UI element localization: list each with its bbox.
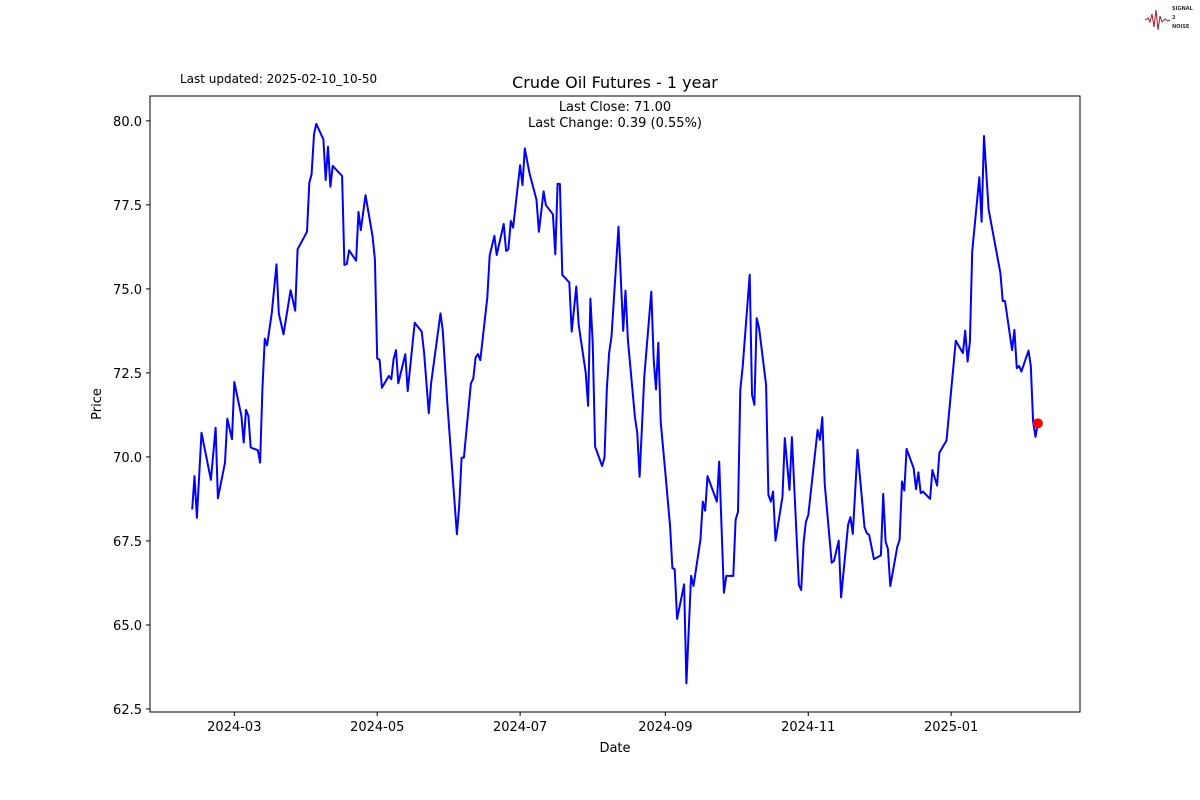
last-change-annotation: Last Change: 0.39 (0.55%) [528, 116, 702, 131]
y-tick-label: 67.5 [113, 535, 142, 550]
x-axis: 2024-03 2024-05 2024-07 2024-09 2024-11 2025-… [207, 712, 978, 735]
last-close-marker [1032, 418, 1043, 429]
x-tick-label: 2025-01 [924, 720, 978, 735]
y-tick-label: 65.0 [113, 619, 142, 634]
y-tick-label: 70.0 [113, 451, 142, 466]
price-line [191, 122, 1039, 685]
y-tick-label: 62.5 [113, 703, 142, 718]
logo-waveform-icon [1144, 9, 1171, 31]
last-close-annotation: Last Close: 71.00 [559, 100, 671, 115]
last-updated: Last updated: 2025-02-10_10-50 [180, 72, 377, 86]
chart-title: Crude Oil Futures - 1 year [512, 73, 718, 92]
logo: SIGNAL 2 NOISE [1144, 6, 1194, 31]
x-tick-label: 2024-03 [207, 720, 261, 735]
x-tick-label: 2024-11 [781, 720, 835, 735]
y-tick-label: 75.0 [113, 283, 142, 298]
logo-text-noise: NOISE [1172, 24, 1190, 30]
y-tick-label: 72.5 [113, 367, 142, 382]
y-tick-label: 80.0 [113, 115, 142, 130]
logo-text-2: 2 [1172, 15, 1176, 21]
y-axis-label: Price [90, 388, 105, 420]
x-tick-label: 2024-07 [493, 720, 547, 735]
x-axis-label: Date [599, 741, 630, 756]
x-tick-label: 2024-05 [350, 720, 404, 735]
y-axis: 62.5 65.0 67.5 70.0 72.5 75.0 77.5 80.0 [113, 115, 150, 718]
logo-text-signal: SIGNAL [1172, 6, 1194, 12]
plot-area [149, 95, 1081, 713]
y-tick-label: 77.5 [113, 199, 142, 214]
x-tick-label: 2024-09 [638, 720, 692, 735]
